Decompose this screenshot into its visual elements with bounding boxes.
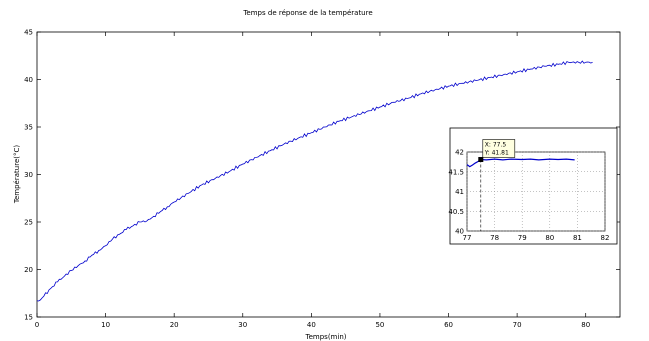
- main-x-tick-label: 40: [307, 321, 316, 329]
- main-y-tick-label: 20: [24, 266, 33, 274]
- main-x-tick-label: 50: [375, 321, 384, 329]
- datatip-box: [482, 139, 516, 158]
- inset-x-tick-label: 80: [545, 234, 554, 242]
- main-x-tick-label: 80: [581, 321, 590, 329]
- inset-y-tick-label: 40.5: [448, 208, 464, 216]
- inset-y-tick-label: 41: [455, 188, 464, 196]
- main-x-tick-label: 30: [238, 321, 247, 329]
- inset-series-line: [466, 158, 575, 168]
- main-x-tick-label: 20: [170, 321, 179, 329]
- datatip-y-text: Y: 41.81: [484, 150, 509, 157]
- main-y-tick-label: 15: [24, 314, 33, 322]
- inset-x-tick-label: 78: [490, 234, 499, 242]
- inset-x-tick-label: 81: [573, 234, 582, 242]
- main-x-ticks: 0 10 20 30 40 50 60 70 80: [35, 32, 590, 329]
- datatip-x-text: X: 77.5: [485, 142, 507, 149]
- main-x-tick-label: 70: [513, 321, 522, 329]
- main-series-line: [36, 60, 593, 302]
- main-y-tick-label: 30: [24, 171, 33, 179]
- inset-y-ticks: 40 40.5 41 41.5 42: [448, 149, 464, 236]
- main-x-tick-label: 0: [35, 321, 39, 329]
- main-y-tick-label: 45: [24, 29, 33, 37]
- datatip[interactable]: X: 77.5 Y: 41.81: [478, 139, 516, 231]
- main-x-tick-label: 10: [101, 321, 110, 329]
- main-y-tick-label: 40: [24, 76, 33, 84]
- inset-x-tick-label: 77: [463, 234, 472, 242]
- inset-y-tick-label: 41.5: [448, 168, 464, 176]
- inset-grid: [466, 151, 606, 232]
- inset-y-tick-label: 42: [455, 149, 464, 157]
- main-y-ticks: 15 20 25 30 35 40 45: [24, 29, 620, 322]
- main-title: Temps de réponse de la température: [242, 9, 372, 17]
- main-y-axis-label: Température(°C): [13, 145, 21, 204]
- main-y-tick-label: 35: [24, 124, 33, 132]
- inset-x-tick-label: 79: [518, 234, 527, 242]
- main-y-tick-label: 25: [24, 219, 33, 227]
- inset-chart: 77 78 79 80 81 82 40 40.5 41 41.5 42 X: 77.5 Y: 4…: [448, 127, 618, 245]
- inset-x-ticks: 77 78 79 80 81 82: [463, 234, 610, 242]
- inset-y-tick-label: 40: [455, 228, 464, 236]
- main-x-tick-label: 60: [444, 321, 453, 329]
- datatip-marker[interactable]: [478, 157, 484, 163]
- main-x-axis-label: Temps(min): [305, 333, 347, 341]
- inset-x-tick-label: 82: [601, 234, 610, 242]
